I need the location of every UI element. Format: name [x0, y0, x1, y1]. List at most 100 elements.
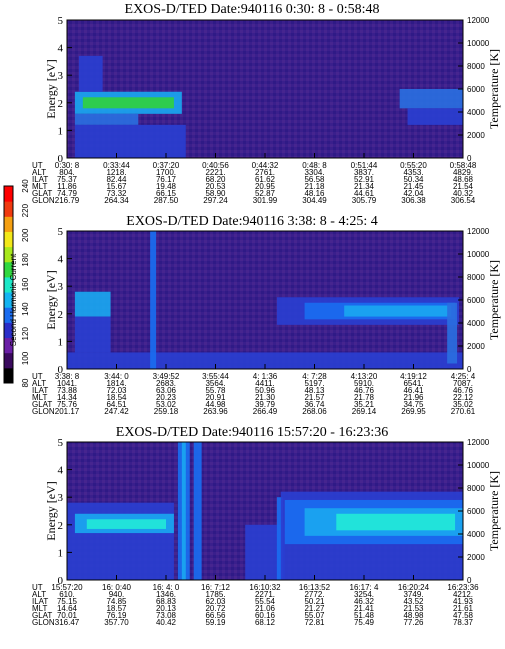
ephemeris-cell: 3304.: [304, 168, 324, 177]
ephemeris-cell: 0:30: 8: [55, 161, 80, 170]
ephemeris-cell: 19.48: [156, 182, 177, 191]
spectrogram-band: [74, 113, 139, 125]
ephemeris-cell: 3837.: [354, 168, 374, 177]
ephemeris-cell: 16:20:24: [398, 583, 430, 592]
spectrogram-band: [74, 291, 111, 317]
panel-1-y2-ticks: 0 2000 4000 6000 8000 10000 12000: [458, 16, 490, 163]
panel-1-features: [66, 19, 464, 159]
ephemeris-cell: 268.06: [302, 407, 327, 416]
ephemeris-cell: 1785.: [205, 590, 225, 599]
ephemeris-cell: 16:17: 4: [350, 583, 379, 592]
ephemeris-cell: 4411.: [255, 379, 274, 388]
ephemeris-cell: 1700.: [156, 168, 176, 177]
ephemeris-cell: 51.48: [354, 611, 375, 620]
ephemeris-row-label: MLT: [32, 182, 48, 191]
panel-2-y-ticks: 0 1 2 3 4 5: [58, 226, 72, 376]
y2-tick-label: 8000: [467, 62, 485, 71]
ephemeris-cell: 60.16: [255, 611, 276, 620]
ephemeris-cell: 77.26: [403, 618, 424, 627]
ephemeris-cell: 21.30: [255, 393, 276, 402]
ephemeris-cell: 52.91: [354, 175, 375, 184]
ephemeris-cell: 55.78: [205, 386, 226, 395]
ephemeris-cell: 75.15: [57, 597, 78, 606]
colorbar-swatch: [4, 276, 13, 293]
ephemeris-cell: 16: 7:12: [201, 583, 230, 592]
y-tick-label: 5: [58, 226, 64, 238]
y-tick-label: 1: [58, 125, 64, 137]
ephemeris-cell: 306.38: [401, 196, 426, 205]
y-tick-label: 3: [58, 492, 64, 504]
ephemeris-cell: 20.91: [205, 393, 226, 402]
y-tick-label: 0: [58, 153, 64, 165]
y-tick-label: 3: [58, 281, 64, 293]
spectrogram-band: [407, 108, 463, 125]
ephemeris-cell: 73.88: [57, 386, 78, 395]
ephemeris-cell: 40.42: [156, 618, 177, 627]
ephemeris-cell: 72.03: [106, 386, 127, 395]
y-tick-label: 0: [58, 364, 64, 376]
ephemeris-cell: 50.96: [255, 386, 276, 395]
ephemeris-cell: 44.61: [354, 189, 375, 198]
y2-tick-label: 2000: [467, 342, 485, 351]
ephemeris-cell: 50.34: [403, 175, 424, 184]
y-tick-label: 4: [58, 254, 64, 266]
ephemeris-cell: 1041.: [57, 379, 77, 388]
ephemeris-cell: 5910.: [354, 379, 374, 388]
colorbar-swatch: [4, 367, 13, 384]
ephemeris-cell: 3564.: [205, 379, 225, 388]
ephemeris-cell: 2761.: [255, 168, 275, 177]
ephemeris-cell: 306.54: [451, 196, 476, 205]
colorbar-tick-label: 100: [21, 351, 30, 365]
ephemeris-cell: 52.87: [255, 189, 276, 198]
ephemeris-cell: 70.01: [57, 611, 78, 620]
spectrogram-band: [82, 97, 174, 109]
ephemeris-cell: 940.: [109, 590, 125, 599]
panel-3-title: EXOS-D/TED Date:940116 15:57:20 - 16:23:…: [116, 425, 388, 440]
spectrogram-band: [344, 305, 452, 317]
ephemeris-cell: 75.76: [57, 400, 78, 409]
ephemeris-cell: 47.58: [453, 611, 474, 620]
colorbar: 80 100 120 140 160 180 200 220 240 Second Harmon…: [3, 179, 30, 387]
ephemeris-cell: 301.99: [253, 196, 278, 205]
ephemeris-row-label: ILAT: [32, 175, 48, 184]
ephemeris-cell: 44.98: [205, 400, 226, 409]
ephemeris-cell: 78.37: [453, 618, 474, 627]
ephemeris-cell: 16: 4: 0: [153, 583, 180, 592]
ephemeris-cell: 68.20: [205, 175, 226, 184]
ephemeris-cell: 270.61: [451, 407, 476, 416]
ephemeris-cell: 56.58: [304, 175, 325, 184]
panel-2-y-label: Energy [eV]: [44, 270, 58, 329]
ephemeris-cell: 21.27: [304, 604, 325, 613]
panel-2-y2-label: Temperature [K]: [487, 260, 501, 340]
ephemeris-cell: 73.32: [106, 189, 127, 198]
ephemeris-cell: 20.53: [205, 182, 226, 191]
panel-3-y2-label: Temperature [K]: [487, 471, 501, 551]
ephemeris-cell: 76.19: [106, 611, 127, 620]
ephemeris-row-label: GLON: [32, 196, 55, 205]
ephemeris-cell: 4:19:12: [400, 372, 427, 381]
ephemeris-cell: 76.17: [156, 175, 177, 184]
ephemeris-cell: 68.12: [255, 618, 276, 627]
panel-2-y2-ticks: 0 2000 4000 6000 8000 10000 12000: [458, 227, 490, 374]
ephemeris-cell: 21.57: [304, 393, 325, 402]
colorbar-swatches: [3, 185, 14, 384]
y-tick-label: 1: [58, 547, 64, 559]
ephemeris-cell: 0:40:56: [202, 161, 229, 170]
ephemeris-cell: 59.19: [205, 618, 226, 627]
ephemeris-cell: 21.53: [403, 604, 424, 613]
ephemeris-row-label: GLON: [32, 407, 55, 416]
ephemeris-cell: 15:57:20: [51, 583, 83, 592]
ephemeris-cell: 2221.: [205, 168, 225, 177]
panel-2-title: EXOS-D/TED Date:940116 3:38: 8 - 4:25: 4: [126, 214, 377, 229]
ephemeris-cell: 36.74: [304, 400, 325, 409]
panel-2-ephemeris-table: UT 3:38: 8 3:44: 0 3:49:52 3:55:44 4: 1:36 4: …: [32, 364, 476, 416]
ephemeris-cell: 304.49: [302, 196, 327, 205]
panel-3-y-ticks: 0 1 2 3 4 5: [58, 437, 72, 587]
ephemeris-cell: 4: 7:28: [302, 372, 327, 381]
ephemeris-cell: 3749.: [403, 590, 423, 599]
ephemeris-cell: 3:44: 0: [104, 372, 129, 381]
colorbar-tick-label: 140: [21, 302, 30, 316]
ephemeris-cell: 62.03: [205, 597, 226, 606]
ephemeris-cell: 269.95: [401, 407, 426, 416]
ephemeris-cell: 21.18: [304, 182, 325, 191]
